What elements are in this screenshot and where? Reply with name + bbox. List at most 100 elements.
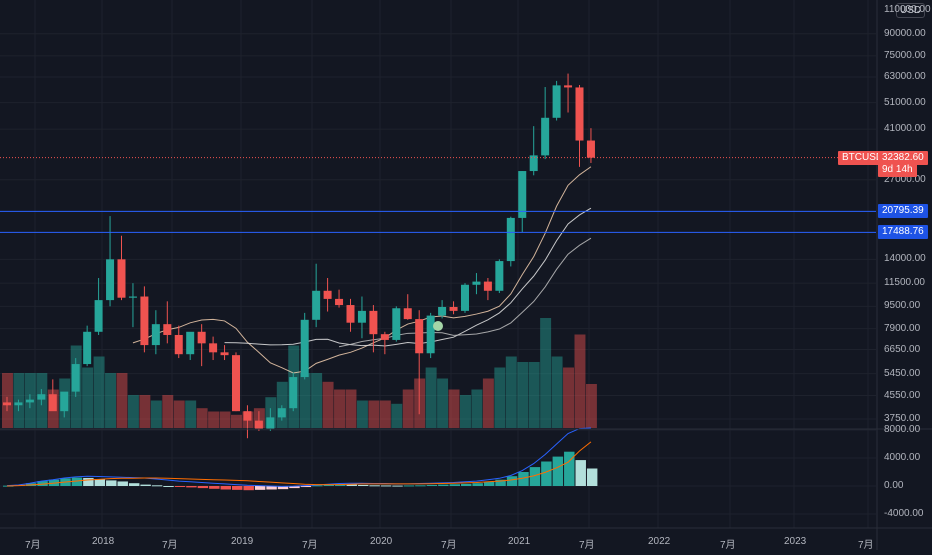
price-tick-label: 9500.00 (884, 300, 921, 312)
macd-hist-bar (552, 456, 564, 486)
candle-body (186, 331, 195, 355)
x-tick-label: 2018 (92, 536, 115, 547)
volume-bar (379, 400, 391, 428)
price-tick-label: 6650.00 (884, 343, 921, 355)
candle-body (83, 331, 92, 365)
macd-hist-bar (506, 476, 518, 486)
candles (3, 73, 595, 439)
macd-histogram (3, 451, 598, 491)
macd-hist-bar (220, 486, 231, 490)
volume-bar (471, 389, 483, 428)
candle-body (174, 334, 183, 355)
top-price-label: 110000.00 (884, 4, 931, 15)
candle-body (438, 306, 447, 316)
volume-bar (93, 356, 105, 428)
macd-hist-bar (335, 484, 346, 486)
macd-hist-bar (483, 481, 495, 486)
x-tick-label: 7月 (162, 540, 178, 551)
candle-body (564, 85, 573, 88)
candle-body (117, 259, 126, 298)
volume-bar (494, 367, 506, 428)
macd-hist-bar (312, 485, 323, 487)
macd-hist-bar (83, 477, 94, 486)
x-tick-label: 2020 (370, 536, 393, 547)
x-tick-label: 7月 (25, 540, 41, 551)
macd-hist-bar (243, 486, 254, 491)
x-tick-label: 2021 (508, 536, 531, 547)
candle-body (94, 300, 103, 332)
volume-bar (276, 381, 288, 428)
currency-selector[interactable]: USD (896, 3, 926, 18)
macd-hist-bar (71, 477, 83, 486)
candle-body (426, 315, 435, 354)
macd-hist-bar (209, 486, 220, 489)
macd-hist-bar (106, 480, 117, 486)
candle-body (277, 408, 286, 418)
macd-hist-bar (461, 483, 472, 486)
candle-body (346, 305, 355, 323)
candle-body (506, 217, 515, 262)
volume-bar (208, 411, 220, 428)
price-tick-label: 63000.00 (884, 71, 926, 82)
x-tick-label: 2022 (648, 536, 671, 547)
x-tick-label: 2023 (784, 536, 807, 547)
macd-hist-bar (266, 486, 277, 490)
candle-body (552, 85, 561, 118)
candle-body (312, 290, 321, 320)
macd-hist-bar (128, 483, 140, 486)
volume-bar (574, 334, 586, 428)
macd-hist-bar (415, 485, 426, 487)
macd-hist-bar (254, 486, 266, 490)
price-tick-label: 14000.00 (884, 253, 926, 265)
candle-body (357, 310, 366, 323)
macd-hist-bar (140, 484, 151, 486)
macd-hist-bar (564, 451, 575, 486)
macd-hist-bar (426, 484, 438, 486)
volume-bar (425, 367, 437, 428)
volume-bar (540, 318, 552, 428)
x-tick-label: 7月 (720, 540, 736, 551)
macd-hist-bar (586, 468, 598, 486)
candle-body (472, 281, 481, 285)
candle-body (220, 352, 229, 356)
candle-body (48, 394, 57, 412)
macd-hist-bar (575, 460, 586, 486)
price-tick-label: 75000.00 (884, 49, 926, 61)
candle-body (392, 308, 401, 340)
macd-hist-bar (403, 485, 415, 487)
candle-body (335, 298, 344, 306)
ma-line (132, 166, 592, 374)
macd-lines (6, 427, 592, 487)
x-tick-label: 7月 (579, 540, 595, 551)
macd-hist-bar (37, 481, 48, 486)
candle-body (14, 402, 23, 406)
candle-body (151, 324, 160, 346)
volume-bar (150, 400, 162, 428)
volume-bar (345, 389, 357, 428)
macd-hist-bar (472, 483, 483, 486)
candle-body (25, 399, 34, 403)
volume-bar (528, 362, 540, 428)
symbol-tag: BTCUSD (838, 150, 888, 165)
price-tick-label: 4550.00 (884, 389, 921, 401)
indicator-tick-label: 4000.00 (884, 452, 921, 463)
volume-bar (437, 378, 449, 428)
candle-body (449, 306, 458, 311)
candle-body (380, 334, 389, 340)
volume-bar (127, 395, 139, 428)
volume-bar (460, 395, 471, 428)
volume-bar (322, 381, 334, 428)
grid (0, 0, 876, 528)
volume-bars (2, 318, 597, 428)
volume-bar (139, 395, 151, 428)
countdown-tag: 9d 14h (878, 162, 917, 177)
volume-bar (334, 389, 345, 428)
level-tag-lower: 17488.76 (878, 225, 928, 240)
volume-bar (517, 362, 529, 428)
macd-hist-bar (197, 486, 209, 489)
price-tick-label: 3750.00 (884, 413, 921, 424)
price-tick-label: 27000.00 (884, 173, 926, 185)
